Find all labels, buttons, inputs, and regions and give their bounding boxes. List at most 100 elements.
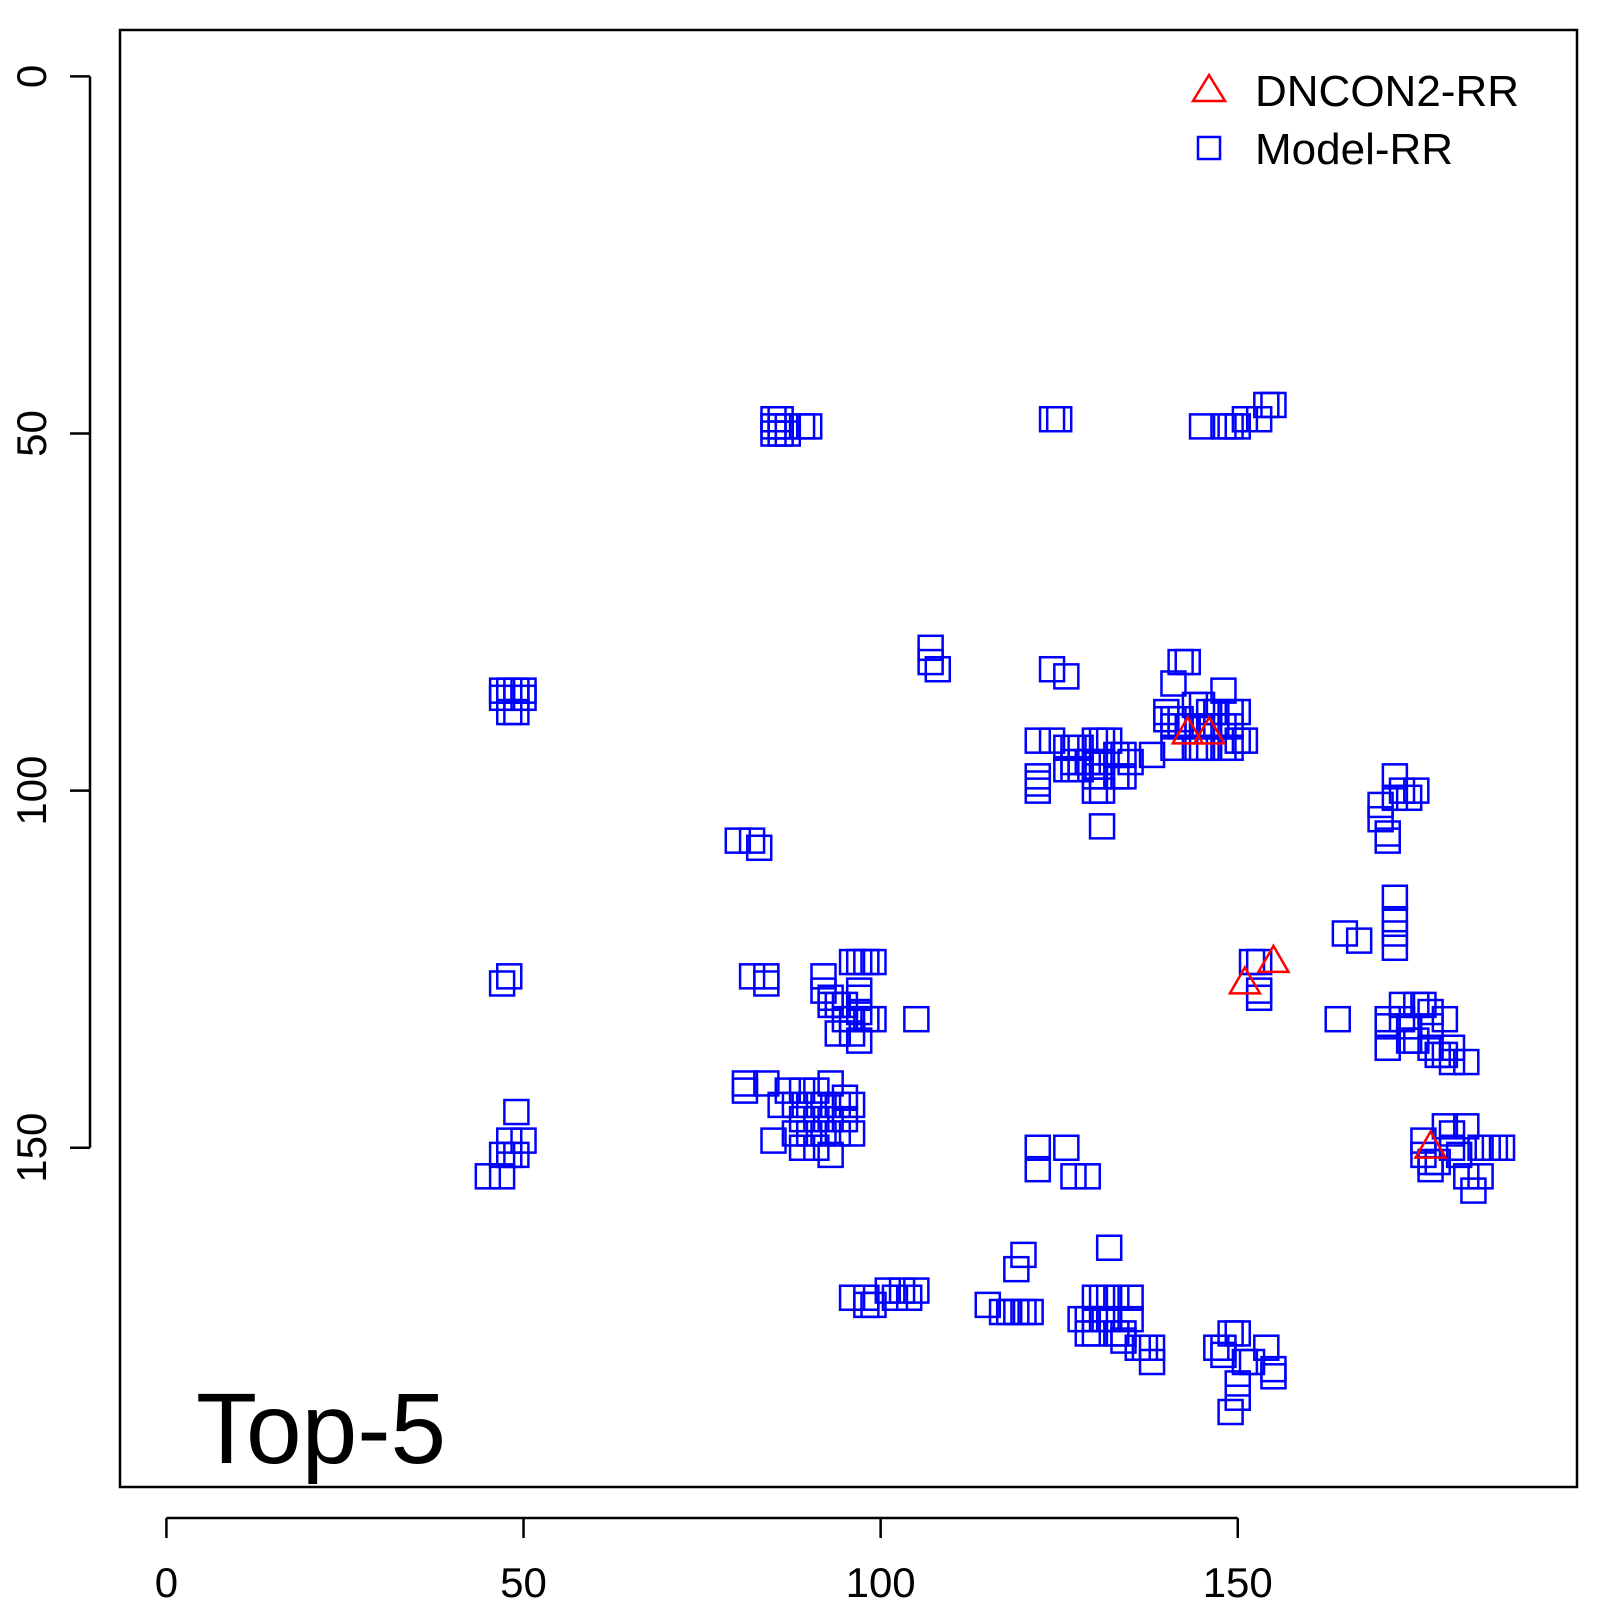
model-rr-point	[903, 1005, 930, 1033]
legend-square-icon	[1196, 135, 1222, 161]
model-rr-point	[917, 648, 944, 676]
model-rr-point	[888, 1277, 916, 1304]
model-rr-point	[1231, 727, 1259, 754]
model-rr-point	[1038, 655, 1066, 683]
model-rr-point	[1067, 734, 1094, 762]
model-rr-point	[731, 1077, 759, 1104]
model-rr-point	[1095, 1234, 1123, 1261]
model-rr-point	[1174, 713, 1202, 740]
model-rr-point	[1417, 998, 1444, 1026]
model-rr-point	[1224, 1320, 1251, 1347]
x-axis: 0 50 100 150	[155, 1516, 1273, 1600]
model-rr-point	[503, 1098, 530, 1126]
dncon2-rr-point	[1256, 943, 1291, 974]
y-axis: 0 50 100 150	[8, 65, 92, 1183]
model-rr-point	[974, 1291, 1002, 1319]
model-rr-point	[1024, 777, 1052, 804]
model-rr-point	[1188, 413, 1216, 440]
model-rr-point	[860, 1291, 887, 1319]
model-rr-point	[1024, 1134, 1052, 1161]
model-rr-point	[1238, 1348, 1266, 1376]
model-rr-point	[1174, 648, 1202, 676]
model-rr-point	[795, 1091, 823, 1119]
model-rr-point	[860, 948, 887, 976]
model-rr-point	[1424, 1148, 1451, 1176]
model-rr-point	[1467, 1163, 1494, 1190]
model-rr-point	[488, 1163, 516, 1190]
dncon2-rr-point	[1170, 714, 1205, 745]
model-rr-point	[1367, 805, 1394, 833]
model-rr-point	[1431, 1113, 1459, 1140]
model-rr-point	[1117, 1305, 1144, 1333]
model-rr-point	[1024, 1155, 1052, 1183]
model-rr-point	[1381, 920, 1409, 947]
model-rr-point	[1324, 1005, 1351, 1033]
model-rr-point	[1381, 884, 1409, 912]
model-rr-point	[1331, 920, 1359, 947]
model-rr-point	[1024, 727, 1052, 754]
model-rr-point	[788, 1105, 816, 1133]
model-rr-point	[738, 963, 766, 990]
model-rr-point	[1060, 1163, 1087, 1190]
model-rr-point	[774, 1077, 802, 1104]
model-rr-point	[488, 684, 516, 712]
model-rr-point	[1053, 663, 1080, 690]
model-rr-point	[1453, 1048, 1480, 1076]
model-rr-point	[817, 1141, 844, 1169]
model-rr-point	[824, 1020, 852, 1047]
model-rr-point	[1160, 734, 1187, 762]
y-tick-label: 0	[8, 65, 55, 88]
model-rr-point	[1445, 1141, 1473, 1169]
model-rr-point	[1431, 1005, 1459, 1033]
model-rr-point	[845, 984, 873, 1012]
model-rr-point	[1260, 391, 1287, 419]
x-tick-label: 0	[155, 1559, 178, 1600]
dncon2-rr-point	[1413, 1129, 1448, 1159]
model-rr-point	[1088, 813, 1116, 840]
panel-label: Top-5	[196, 1373, 446, 1485]
model-rr-point	[1381, 763, 1409, 790]
x-tick-label: 50	[500, 1559, 547, 1600]
model-rr-point	[1045, 405, 1073, 433]
model-rr-point	[1381, 934, 1409, 962]
model-rr-point	[810, 963, 837, 990]
model-rr-point	[1203, 698, 1230, 726]
model-rr-point	[1460, 1177, 1487, 1204]
model-rr-point	[781, 1091, 809, 1119]
model-rr-point	[1088, 748, 1116, 776]
model-rr-point	[831, 1105, 859, 1133]
y-tick-label: 50	[8, 410, 55, 457]
model-rr-point	[1138, 1348, 1166, 1376]
model-rr-point	[474, 1163, 502, 1190]
model-rr-point	[1453, 1113, 1480, 1140]
plot-frame	[118, 28, 1579, 1489]
model-rr-point	[495, 963, 523, 990]
legend-label: Model-RR	[1255, 125, 1453, 174]
model-rr-point	[495, 1127, 523, 1154]
model-rr-point	[724, 827, 752, 854]
model-rr-point	[1453, 1163, 1480, 1190]
model-rr-point	[803, 1105, 830, 1133]
model-rr-point	[1110, 1327, 1137, 1354]
model-rr-point	[795, 413, 823, 440]
model-rr-point	[1053, 1134, 1080, 1161]
model-rr-point	[1388, 777, 1416, 804]
model-rr-point	[745, 834, 773, 862]
model-rr-point	[838, 1120, 866, 1147]
model-rr-point	[845, 998, 873, 1026]
legend: DNCON2-RR Model-RR	[1190, 67, 1519, 174]
model-rr-point	[510, 1127, 537, 1154]
x-tick-label: 100	[846, 1559, 916, 1600]
model-rr-point	[1067, 755, 1094, 783]
model-rr-point	[1395, 1013, 1423, 1040]
model-rr-point	[1138, 741, 1166, 769]
model-rr-point	[1488, 1134, 1516, 1161]
y-tick-label: 150	[8, 1113, 55, 1183]
model-rr-point	[1374, 1013, 1401, 1040]
model-rr-point	[903, 1277, 930, 1304]
x-tick-label: 150	[1203, 1559, 1273, 1600]
model-rr-point	[1438, 1048, 1466, 1076]
model-rr-point	[1095, 727, 1123, 754]
